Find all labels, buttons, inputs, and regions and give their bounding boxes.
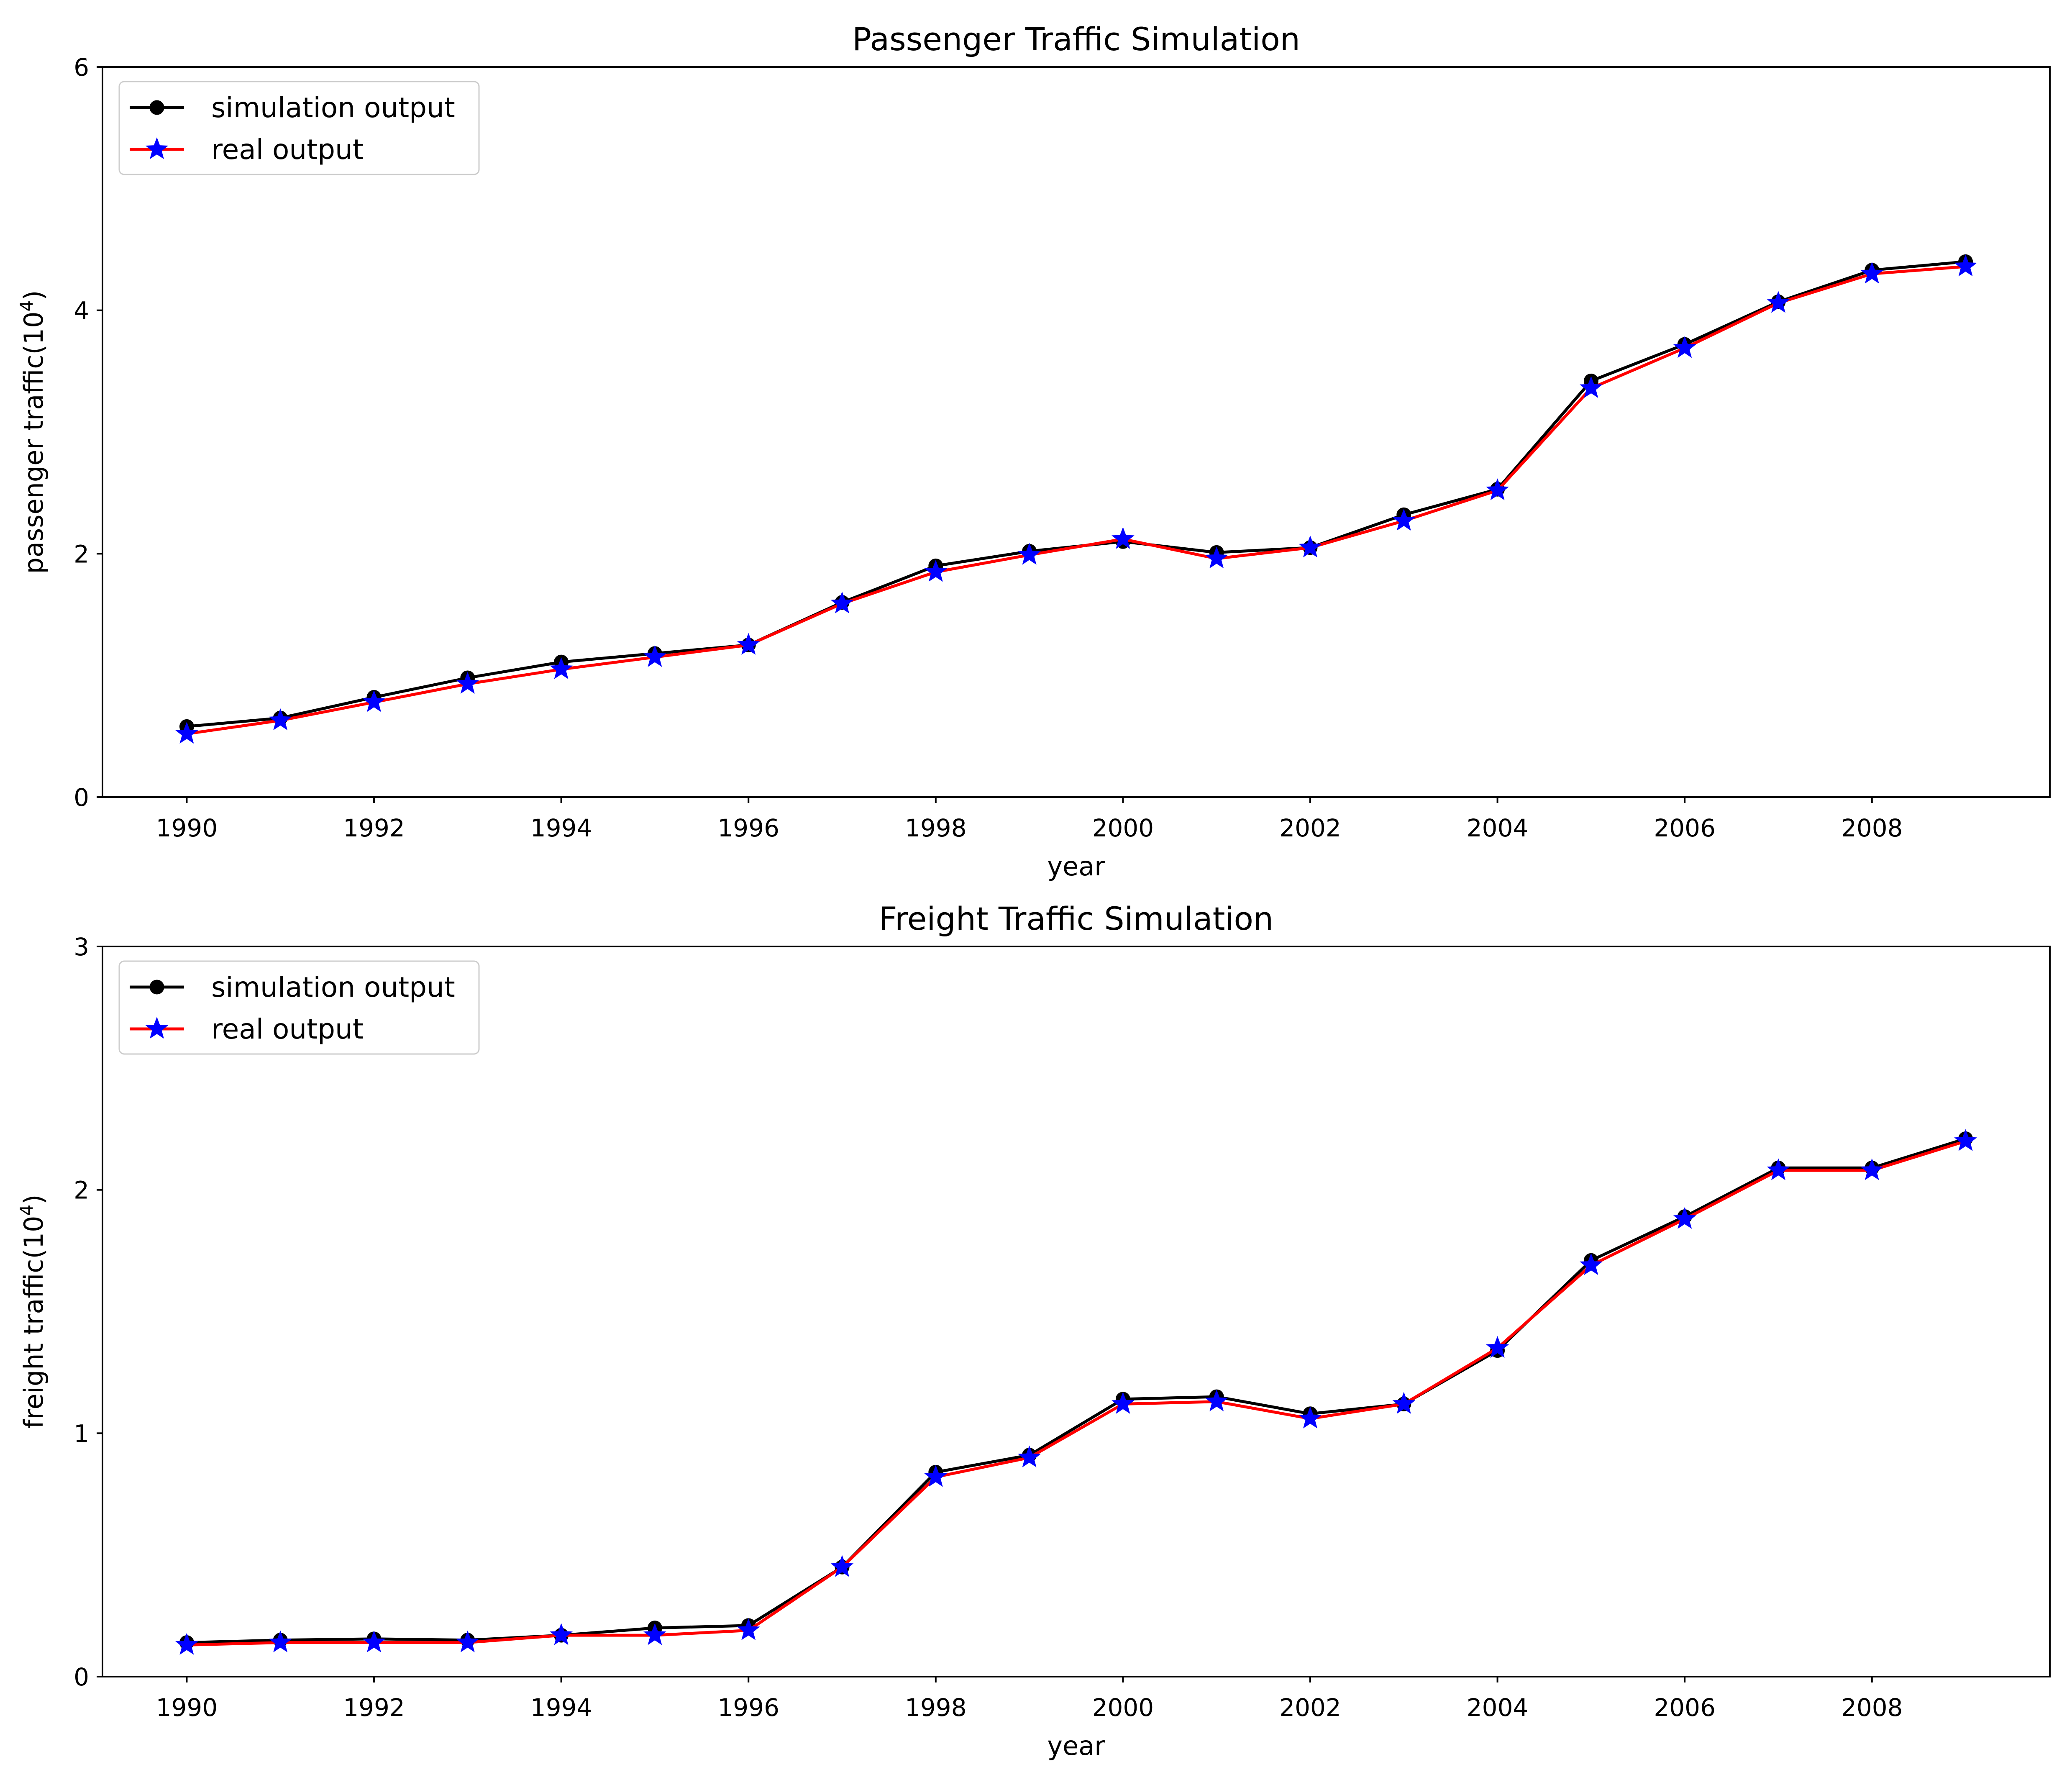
passenger-data-point [1112,527,1135,549]
passenger-data-point [1860,262,1884,284]
passenger-x-tick-label: 1990 [156,814,218,842]
freight-data-point [1486,1336,1509,1358]
freight-x-tick-label: 2000 [1092,1693,1154,1722]
freight-data-point [362,1630,386,1652]
freight-data-point [269,1630,292,1652]
passenger-data-point [924,560,948,582]
passenger-x-tick-label: 2000 [1092,814,1154,842]
passenger-data-point [1673,336,1696,358]
passenger-y-tick-label: 0 [74,783,89,812]
passenger-x-tick-label: 1996 [717,814,779,842]
freight-x-tick-label: 2002 [1279,1693,1341,1722]
passenger-legend-marker [149,100,164,115]
freight-legend-label: simulation output [211,971,455,1003]
freight-data-point [175,1633,198,1655]
freight-data-point [1580,1253,1603,1275]
freight-data-point [1673,1207,1696,1229]
freight-x-tick-label: 1996 [717,1693,779,1722]
freight-data-point [456,1630,479,1652]
freight-series-line [187,1139,1966,1647]
passenger-legend-label: real output [211,133,364,166]
passenger-legend-box [118,81,480,175]
freight-x-tick-label: 2004 [1467,1693,1529,1722]
freight-data-point [550,1623,573,1645]
passenger-y-tick-label: 6 [74,53,89,82]
passenger-plot-frame [102,66,2051,798]
passenger-series-simulation [179,254,1973,734]
freight-data-point [1112,1392,1135,1414]
freight-data-point [1860,1158,1884,1180]
passenger-y-tick-label: 4 [74,297,89,325]
freight-x-tick-label: 1992 [343,1693,405,1722]
freight-y-axis-label: freight traffic(104) [16,1195,49,1429]
passenger-data-point [1767,291,1790,313]
passenger-x-tick-label: 2008 [1841,814,1903,842]
freight-traffic-chart: Freight Traffic Simulation 1990 1992 1994 19… [16,900,2051,1761]
passenger-legend: simulation output real output [118,81,480,175]
freight-series-real [175,1129,1977,1655]
freight-legend-label: real output [211,1013,364,1045]
freight-plot-frame [102,946,2051,1677]
freight-y-tick-label: 3 [74,933,89,961]
freight-data-point [737,1618,760,1640]
freight-legend: simulation output real output [118,960,480,1055]
freight-legend-marker [149,980,164,995]
passenger-legend-label: simulation output [211,92,455,124]
passenger-data-point [1486,478,1509,500]
freight-series-line [187,1137,1966,1644]
passenger-data-point [643,645,666,667]
freight-data-point [1299,1406,1322,1429]
passenger-data-point [362,690,386,712]
passenger-traffic-chart: Passenger Traffic Simulation 1990 1992 1994… [16,21,2051,882]
freight-data-point [1205,1389,1228,1412]
freight-data-point [1954,1129,1977,1151]
passenger-x-tick-label: 1994 [530,814,592,842]
passenger-x-tick-label: 2002 [1279,814,1341,842]
passenger-series-line [186,265,1966,736]
freight-legend-marker [145,1017,169,1039]
passenger-y-axis-label: passenger traffic(104) [16,290,49,574]
freight-legend-box [118,960,480,1055]
freight-y-tick-label: 0 [74,1663,89,1691]
passenger-data-point [1954,254,1977,277]
passenger-x-tick-label: 1998 [905,814,967,842]
passenger-data-point [269,708,292,731]
passenger-series-line [187,260,1966,728]
passenger-chart-title: Passenger Traffic Simulation [852,21,1300,58]
freight-chart-title: Freight Traffic Simulation [879,900,1273,937]
passenger-x-tick-label: 1992 [343,814,405,842]
freight-data-point [1392,1392,1416,1414]
freight-y-tick-label: 1 [74,1419,89,1448]
passenger-data-point [456,672,479,694]
freight-x-tick-label: 1994 [530,1693,592,1722]
passenger-data-point [175,721,198,744]
freight-y-tick-label: 2 [74,1176,89,1205]
passenger-x-tick-label: 2006 [1654,814,1716,842]
freight-x-tick-label: 2008 [1841,1693,1903,1722]
freight-x-tick-label: 1998 [905,1693,967,1722]
passenger-x-axis-label: year [1047,851,1105,882]
passenger-legend-marker [145,137,169,159]
freight-data-point [1018,1445,1041,1467]
freight-x-axis-label: year [1047,1731,1105,1761]
passenger-data-point [1018,543,1041,565]
passenger-data-point [1299,535,1322,558]
passenger-data-point [550,657,573,679]
passenger-data-point [830,591,854,613]
passenger-series-real [175,254,1977,744]
freight-data-point [830,1555,854,1577]
freight-data-point [1767,1158,1790,1180]
passenger-data-point [1205,546,1228,569]
freight-data-point [643,1623,666,1645]
passenger-data-point [737,633,760,655]
freight-x-tick-label: 2006 [1654,1693,1716,1722]
freight-x-tick-label: 1990 [156,1693,218,1722]
passenger-data-point [1392,508,1416,531]
passenger-data-point [1580,376,1603,398]
passenger-y-tick-label: 2 [74,540,89,568]
passenger-x-tick-label: 2004 [1467,814,1529,842]
freight-data-point [924,1465,948,1487]
